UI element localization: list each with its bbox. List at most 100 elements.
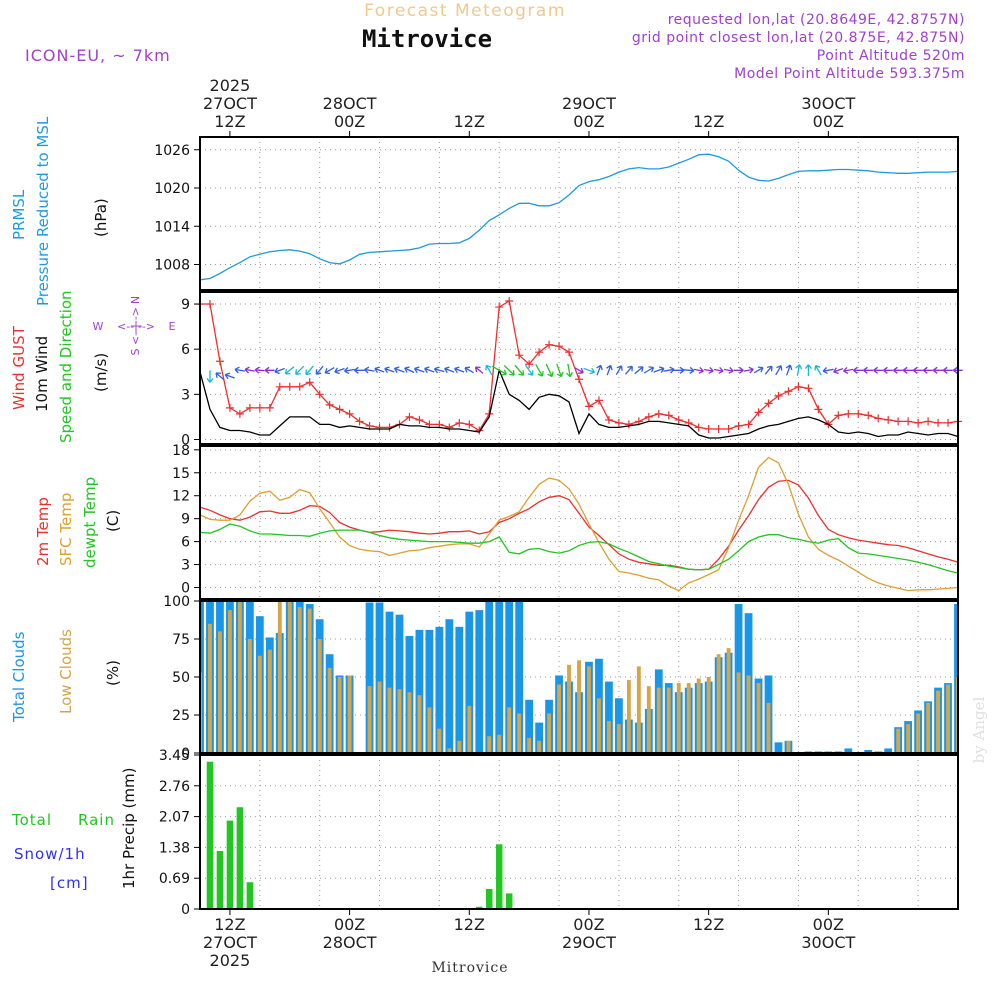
gust-marker — [555, 342, 564, 351]
y-tick-label: 3.45 — [159, 748, 190, 764]
dewpt-label: dewpt Temp — [81, 477, 99, 568]
gust-marker — [275, 382, 284, 391]
low-cloud-bar — [666, 687, 671, 753]
pressure-label-1: PRMSL — [10, 189, 28, 240]
y-tick-label: 0 — [181, 581, 190, 597]
gust-marker — [405, 412, 414, 421]
low-cloud-bar — [367, 686, 372, 753]
y-tick-label: 9 — [181, 512, 190, 528]
low-cloud-bar — [497, 734, 502, 753]
wind-direction-arrow — [344, 367, 355, 374]
total-cloud-bar — [864, 749, 873, 753]
y-tick-label: 12 — [172, 489, 190, 505]
compass-n: N — [129, 296, 142, 304]
gust-marker — [734, 421, 743, 430]
y-tick-label: 0 — [181, 746, 190, 762]
low-cloud-bar — [656, 687, 661, 753]
cloud-unit: (%) — [104, 660, 122, 686]
wind-direction-arrow — [454, 366, 465, 374]
low-cloud-bar — [287, 601, 292, 753]
low-cloud-bar — [587, 666, 591, 753]
wind-direction-arrow — [814, 364, 822, 376]
gust-marker — [784, 387, 793, 396]
gust-marker — [674, 415, 683, 424]
wind-direction-arrow — [234, 366, 245, 374]
low-cloud-bar — [736, 672, 741, 753]
low-cloud-bar — [557, 684, 561, 753]
wind-direction-arrow — [606, 364, 613, 376]
wind-direction-arrow — [822, 367, 834, 374]
gust-marker — [465, 420, 474, 429]
wind-direction-arrow — [634, 366, 644, 375]
low-cloud-bar — [616, 724, 621, 753]
wind-direction-arrow — [444, 366, 455, 374]
gust-marker — [724, 424, 733, 433]
compass-w: W — [93, 320, 104, 333]
bottom-time-label: 30OCT — [801, 933, 855, 952]
gust-marker — [884, 415, 893, 424]
gust-marker — [545, 340, 554, 349]
low-cloud-bar — [347, 675, 352, 753]
wind-direction-arrow — [775, 365, 783, 376]
low-cloud-bar — [447, 748, 452, 753]
low-cloud-bar — [946, 684, 950, 753]
low-cloud-bar — [906, 724, 911, 753]
wind-direction-arrow — [224, 372, 235, 380]
total-cloud-bar — [385, 611, 394, 753]
wind-direction-arrow — [324, 367, 335, 375]
gust-marker — [355, 417, 364, 426]
gust-marker — [285, 382, 294, 391]
y-tick-label: 1008 — [154, 258, 190, 274]
wind-direction-arrow — [693, 366, 704, 374]
wind-direction-arrow — [843, 366, 854, 374]
total-cloud-bar — [844, 748, 853, 753]
total-cloud-bar — [774, 742, 783, 753]
gust-marker — [934, 418, 943, 427]
wind-direction-arrow — [566, 363, 573, 378]
bottom-time-label: 00Z — [813, 915, 844, 934]
low-cloud-bar — [517, 713, 522, 753]
low-cloud-bar — [277, 601, 282, 753]
low-cloud-bar — [896, 728, 901, 753]
wind-direction-arrow — [683, 366, 695, 374]
gust-marker — [415, 415, 424, 424]
wind-direction-arrow — [643, 366, 655, 374]
gust-marker — [614, 418, 623, 427]
gust-marker — [575, 375, 583, 384]
total-cloud-bar — [415, 629, 424, 753]
low-cloud-bar — [267, 649, 272, 753]
low-cloud-bar — [208, 623, 212, 753]
wind-direction-arrow — [334, 367, 345, 375]
wind-direction-arrow — [206, 370, 214, 383]
requested-coordinates: requested lon,lat (20.8649E, 42.8757N) — [668, 12, 965, 28]
total-cloud-bar — [495, 601, 504, 753]
compass-arrows-h: <--|--> — [117, 320, 155, 333]
low-cloud-bar — [567, 664, 571, 753]
wind-direction-arrow — [424, 366, 435, 374]
wind-direction-arrow — [433, 366, 445, 374]
rain-label: Total — [11, 811, 52, 829]
gust-marker — [694, 423, 703, 432]
low-cloud-bar — [606, 721, 611, 753]
gust-marker — [584, 402, 593, 411]
wind-direction-arrow — [295, 365, 305, 375]
gust-marker — [325, 400, 334, 409]
wind-direction-arrow — [804, 364, 812, 376]
compass-e: E — [169, 320, 176, 333]
low-cloud-bar — [297, 607, 302, 753]
gust-marker — [854, 409, 863, 418]
temperature-panel-frame — [199, 445, 959, 600]
total-cloud-bar — [605, 681, 613, 753]
top-time-label: 00Z — [813, 112, 844, 131]
gust-marker — [235, 409, 244, 418]
point-altitude: Point Altitude 520m — [817, 48, 965, 64]
gust-marker — [205, 300, 214, 309]
gust-marker — [565, 348, 574, 357]
wind-direction-arrow — [615, 365, 623, 376]
gust-marker — [315, 390, 324, 399]
gust-marker — [874, 414, 883, 423]
low-cloud-bar — [247, 639, 252, 753]
gust-marker — [644, 412, 653, 421]
